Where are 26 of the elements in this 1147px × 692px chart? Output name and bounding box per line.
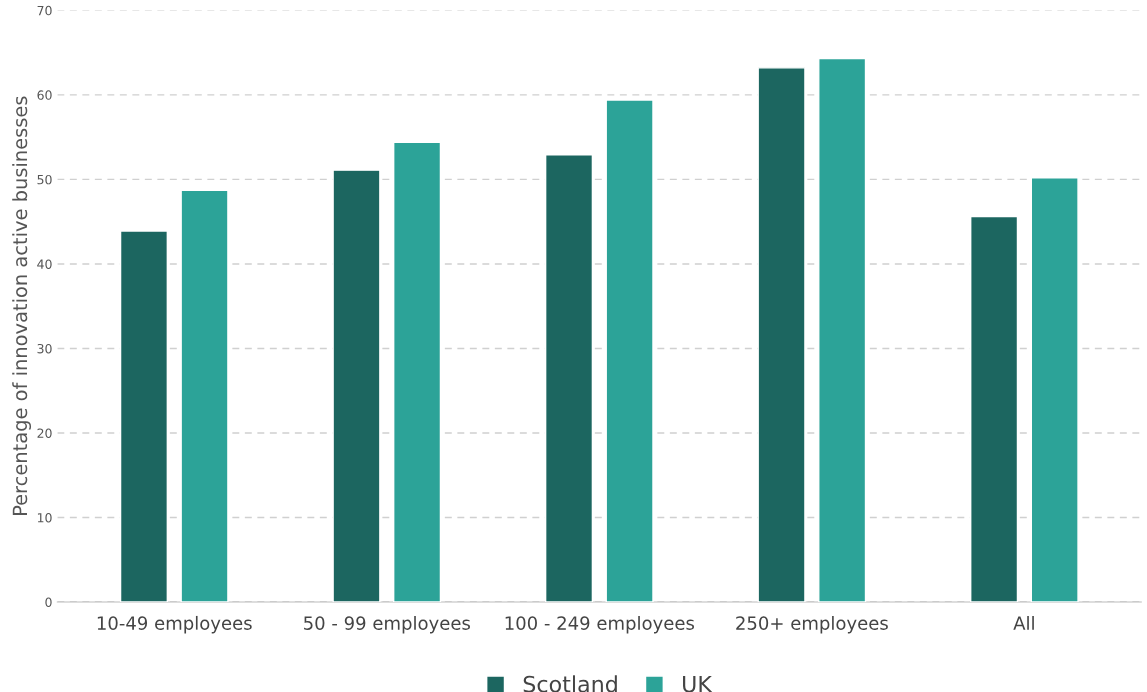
bar: [818, 57, 867, 603]
bar: [605, 99, 654, 603]
bar: [392, 141, 442, 603]
y-tick-label: 70: [37, 5, 52, 16]
y-tick-label: 60: [37, 90, 52, 100]
bar: [119, 230, 169, 603]
y-tick-label: 40: [37, 259, 52, 269]
legend-label: UK: [683, 675, 713, 692]
bar: [970, 215, 1019, 603]
bar: [544, 154, 594, 603]
bar: [180, 189, 229, 603]
bar: [332, 169, 381, 603]
bar: [757, 67, 806, 603]
legend-label: Scotland: [523, 675, 617, 692]
x-tick-label: 250+ employees: [736, 615, 888, 634]
x-tick-label: 10-49 employees: [97, 615, 252, 634]
y-tick-label: 20: [37, 428, 52, 438]
bar: [1030, 177, 1079, 603]
x-tick-label: All: [1013, 615, 1034, 630]
y-tick-label: 50: [37, 174, 52, 185]
y-tick-label: 0: [45, 597, 52, 607]
y-axis-title: Percentage of innovation active businesses: [12, 96, 32, 515]
x-tick-label: 100 - 249 employees: [505, 615, 695, 634]
y-tick-label: 30: [37, 343, 52, 354]
y-tick-label: 10: [37, 512, 52, 523]
x-tick-label: 50 - 99 employees: [304, 615, 470, 634]
